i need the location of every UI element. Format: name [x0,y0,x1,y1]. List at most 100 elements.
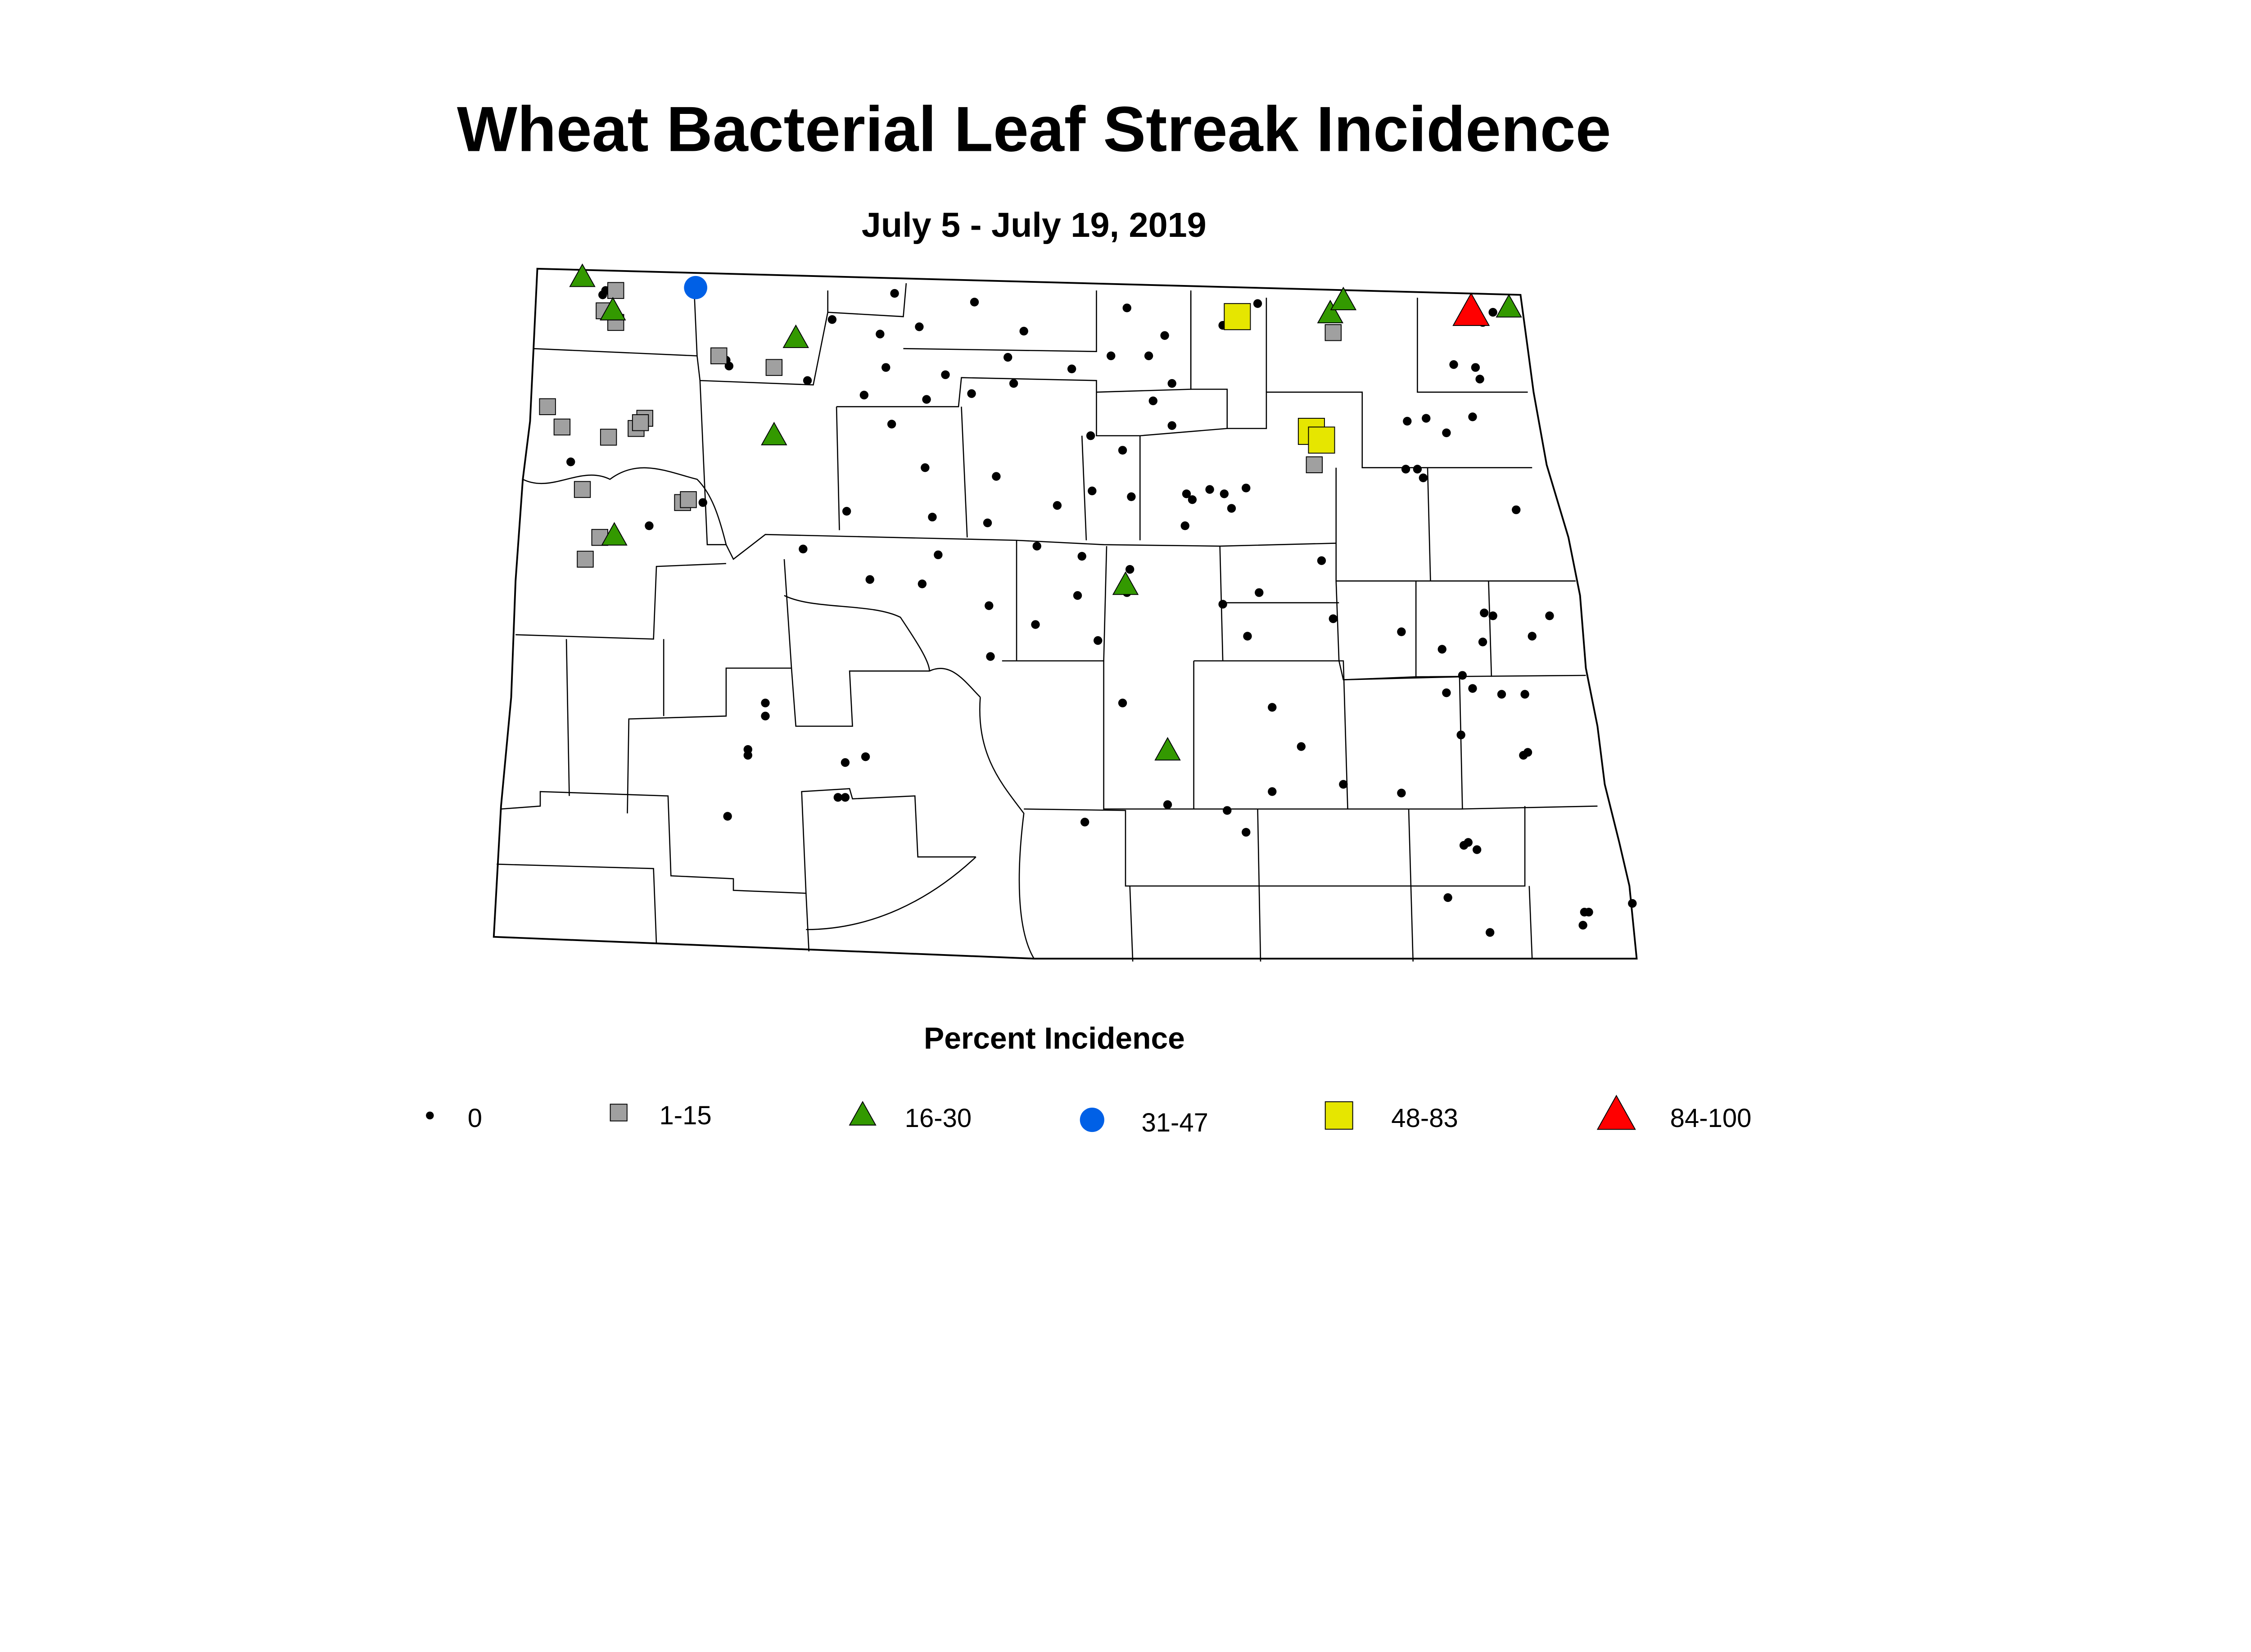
legend-label: 84-100 [1670,1104,1752,1133]
site-marker-0 [1160,331,1169,340]
site-marker-0 [928,512,937,522]
site-marker-1-15 [539,398,556,415]
site-marker-0 [934,550,943,559]
legend-item-31-47: 31-47 [1080,1107,1208,1137]
site-marker-0 [985,601,994,610]
site-marker-0 [1077,552,1086,561]
site-marker-1-15 [1324,324,1342,341]
site-marker-1-15 [577,551,594,568]
site-marker-0 [1464,838,1473,847]
site-marker-0 [859,390,869,400]
site-marker-0 [1442,688,1451,697]
site-marker-0 [1488,611,1497,620]
site-marker-0 [1422,414,1431,423]
legend-item-48-83: 48-83 [1324,1101,1458,1133]
site-marker-0 [723,812,732,821]
site-marker-1-15 [1306,456,1323,473]
site-marker-1-15 [600,429,617,446]
site-marker-0 [921,463,930,472]
site-marker-0 [1243,632,1252,641]
site-marker-0 [1480,608,1489,617]
site-marker-16-30 [782,324,809,348]
legend-item-1-15: 1-15 [610,1101,712,1130]
state-outline [493,267,1638,960]
site-marker-0 [1253,299,1262,308]
site-marker-0 [1003,353,1012,362]
site-marker-0 [1122,303,1131,312]
site-marker-0 [1073,591,1082,600]
site-marker-0 [1223,806,1232,815]
site-marker-0 [1329,614,1338,623]
site-marker-0 [1339,780,1348,789]
site-marker-0 [1578,921,1587,930]
site-marker-0 [1218,600,1227,609]
site-marker-0 [1397,788,1406,797]
site-marker-0 [1080,818,1089,827]
site-marker-0 [983,518,992,527]
site-marker-0 [1458,671,1467,680]
site-marker-0 [841,758,850,767]
map-subtitle: July 5 - July 19, 2019 [862,206,1207,244]
site-marker-0 [1148,396,1157,405]
site-marker-0 [1188,495,1197,504]
site-marker-16-30 [600,297,626,321]
site-marker-0 [887,420,896,429]
site-marker-0 [1053,501,1062,510]
site-marker-48-83 [1324,1101,1353,1130]
site-marker-0 [1242,484,1251,493]
site-marker-0 [967,389,976,398]
site-marker-0 [1118,446,1127,455]
site-marker-0 [1437,645,1446,654]
site-marker-31-47 [1080,1107,1104,1132]
site-marker-0 [1255,588,1264,597]
county-boundaries [497,283,1598,962]
site-marker-16-30 [1330,286,1357,311]
site-marker-0 [803,376,812,385]
site-marker-0 [645,521,654,530]
site-marker-16-30 [1496,294,1522,318]
site-marker-0 [915,322,924,331]
site-marker-16-30 [849,1100,877,1126]
site-marker-0 [1413,465,1422,474]
site-marker-0 [992,472,1001,481]
site-marker-16-30 [601,522,628,546]
site-marker-0 [865,575,874,584]
site-marker-31-47 [684,276,707,299]
site-marker-84-100 [1596,1095,1636,1130]
site-marker-0 [1512,505,1521,514]
site-marker-16-30 [1154,737,1181,761]
site-marker-0 [941,370,950,379]
site-marker-0 [827,315,837,324]
site-marker-0 [1443,893,1452,902]
legend-title: Percent Incidence [924,1022,1185,1055]
site-marker-0 [698,498,707,507]
site-marker-0 [426,1111,434,1120]
site-marker-0 [986,652,995,661]
site-marker-0 [1471,363,1480,372]
site-marker-0 [1182,489,1191,498]
site-marker-0 [1127,492,1136,501]
site-marker-0 [1520,690,1529,699]
site-marker-0 [1528,632,1537,641]
site-marker-0 [1468,684,1477,693]
site-marker-0 [1468,412,1477,421]
site-marker-0 [1126,565,1135,574]
site-marker-0 [1167,379,1176,388]
site-marker-16-30 [1317,299,1344,324]
site-marker-0 [1118,698,1127,707]
site-marker-1-15 [610,1104,628,1122]
site-marker-0 [1220,489,1229,498]
site-marker-48-83 [1308,426,1335,454]
site-marker-0 [1545,611,1554,620]
legend-label: 0 [468,1104,482,1133]
site-marker-0 [1397,627,1406,636]
site-marker-0 [876,330,885,339]
site-marker-0 [1163,800,1172,809]
site-marker-1-15 [607,282,624,299]
site-marker-0 [1086,431,1095,440]
site-marker-0 [1067,364,1076,374]
site-marker-0 [1031,620,1040,629]
site-marker-0 [881,363,890,372]
site-marker-0 [1317,556,1326,565]
site-marker-0 [1019,326,1028,336]
